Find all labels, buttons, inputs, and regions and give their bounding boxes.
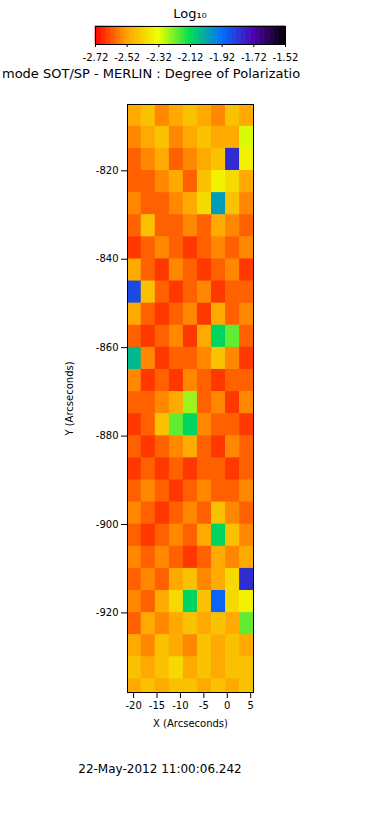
- svg-text:-2.72: -2.72: [83, 52, 109, 63]
- svg-text:-15: -15: [149, 700, 165, 711]
- svg-text:-2.52: -2.52: [114, 52, 140, 63]
- svg-text:-880: -880: [96, 430, 119, 441]
- svg-text:-1.72: -1.72: [241, 52, 267, 63]
- svg-text:Y (Arcseconds): Y (Arcseconds): [64, 361, 75, 436]
- svg-text:-1.52: -1.52: [273, 52, 299, 63]
- svg-text:-860: -860: [96, 342, 119, 353]
- svg-text:5: 5: [248, 700, 254, 711]
- svg-text:-900: -900: [96, 519, 119, 530]
- svg-text:-820: -820: [96, 165, 119, 176]
- svg-text:X (Arcseconds): X (Arcseconds): [153, 718, 228, 729]
- svg-text:-2.32: -2.32: [146, 52, 172, 63]
- html-text:mode SOT/SP - MERLIN : Degree: mode SOT/SP - MERLIN : Degree of Polariz…: [2, 66, 301, 81]
- svg-text:-1.92: -1.92: [209, 52, 235, 63]
- svg-text:0: 0: [224, 700, 230, 711]
- html-text:Log₁₀: Log₁₀: [173, 6, 207, 21]
- svg-text:-20: -20: [125, 700, 141, 711]
- svg-text:-5: -5: [199, 700, 209, 711]
- svg-text:-920: -920: [96, 607, 119, 618]
- svg-text:-840: -840: [96, 253, 119, 264]
- svg-text:-2.12: -2.12: [178, 52, 204, 63]
- svg-text:-10: -10: [172, 700, 188, 711]
- html-text:22-May-2012 11:00:06.242: 22-May-2012 11:00:06.242: [78, 762, 242, 776]
